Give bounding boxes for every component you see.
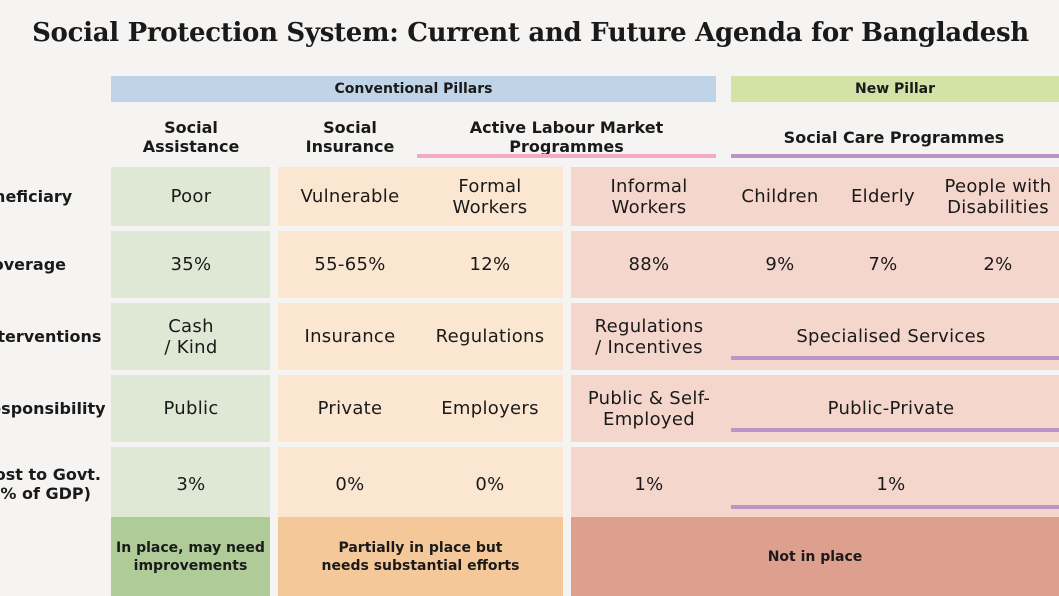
responsibility-employers: Employers	[441, 398, 539, 419]
row-label-beneficiary: Beneficiary	[0, 187, 73, 206]
row-separator	[111, 370, 1059, 375]
row-label-responsibility: Responsibility	[0, 399, 106, 418]
coverage-disabilities: 2%	[983, 254, 1013, 275]
care-column-bg	[571, 167, 1059, 517]
responsibility-public-private: Public-Private	[827, 398, 955, 419]
header-social-care: Social Care Programmes	[783, 127, 1005, 147]
interventions-specialised-services: Specialised Services	[796, 326, 986, 347]
new-pillar-bar: New Pillar	[731, 76, 1059, 102]
interventions-regulations-incentives: Regulations / Incentives	[594, 315, 704, 358]
status-not-in-place: Not in place	[571, 517, 1059, 596]
conventional-pillars-label: Conventional Pillars	[334, 81, 493, 97]
assistance-column-bg	[111, 167, 270, 517]
insurance-column-bg	[278, 167, 563, 517]
beneficiary-vulnerable: Vulnerable	[300, 186, 400, 207]
cost-social-care: 1%	[876, 473, 906, 495]
coverage-formal-workers: 12%	[469, 254, 511, 275]
row-separator	[111, 298, 1059, 303]
header-social-assistance: Social Assistance	[142, 118, 240, 156]
row-label-interventions: Interventions	[0, 327, 102, 346]
almp-underline	[417, 154, 716, 158]
row-separator	[111, 226, 1059, 231]
new-pillar-label: New Pillar	[854, 81, 936, 97]
responsibility-private: Private	[317, 398, 383, 419]
status-in-place: In place, may need improvements	[111, 517, 270, 596]
conventional-pillars-bar: Conventional Pillars	[111, 76, 716, 102]
row-separator	[111, 442, 1059, 447]
beneficiary-elderly: Elderly	[850, 186, 916, 207]
social-care-underline	[731, 154, 1059, 158]
page-title: Social Protection System: Current and Fu…	[32, 18, 1029, 48]
header-almp: Active Labour Market Programmes	[469, 118, 664, 156]
header-social-insurance: Social Insurance	[305, 118, 395, 156]
interventions-care-underline	[731, 356, 1059, 360]
coverage-assistance: 35%	[170, 254, 212, 275]
interventions-regulations: Regulations	[435, 326, 545, 347]
cost-insurance: 0%	[335, 473, 365, 495]
coverage-informal-workers: 88%	[628, 254, 670, 275]
interventions-cash-kind: Cash / Kind	[164, 315, 218, 358]
beneficiary-people-with-disabilities: People with Disabilities	[944, 175, 1052, 218]
beneficiary-poor: Poor	[170, 186, 212, 207]
responsibility-public: Public	[163, 398, 219, 419]
interventions-insurance: Insurance	[304, 326, 396, 347]
cost-formal-workers: 0%	[475, 473, 505, 495]
cost-care-underline	[731, 505, 1059, 509]
row-label-cost: Cost to Govt. (% of GDP)	[0, 465, 101, 503]
coverage-insurance-vulnerable: 55-65%	[314, 254, 386, 275]
beneficiary-informal-workers: Informal Workers	[610, 175, 688, 218]
status-partially-in-place: Partially in place but needs substantial…	[278, 517, 563, 596]
cost-assistance: 3%	[176, 473, 206, 495]
responsibility-care-underline	[731, 428, 1059, 432]
cost-informal-workers: 1%	[634, 473, 664, 495]
coverage-children: 9%	[765, 254, 795, 275]
coverage-elderly: 7%	[868, 254, 898, 275]
responsibility-public-self-employed: Public & Self- Employed	[587, 387, 711, 430]
row-label-coverage: Coverage	[0, 255, 67, 274]
beneficiary-formal-workers: Formal Workers	[452, 175, 528, 218]
beneficiary-children: Children	[741, 186, 819, 207]
